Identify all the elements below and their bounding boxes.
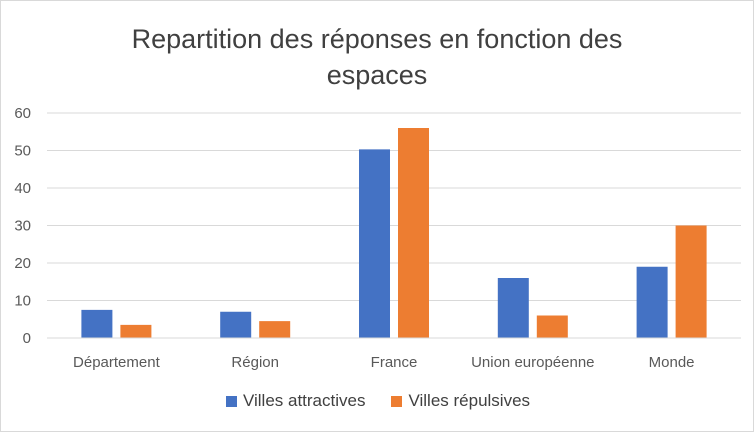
legend-swatch-series-1 xyxy=(225,395,237,407)
y-tick-label: 10 xyxy=(14,293,31,310)
y-tick-label: 0 xyxy=(23,330,31,347)
bar-series-2 xyxy=(120,324,152,338)
y-tick-label: 30 xyxy=(14,218,31,235)
bar-series-2 xyxy=(398,128,429,338)
bar-series-1 xyxy=(497,278,529,338)
bar-series-1 xyxy=(359,149,390,338)
gridlines xyxy=(47,112,741,301)
x-tick-label: Monde xyxy=(649,354,695,371)
y-tick-label: 60 xyxy=(14,105,31,122)
bars xyxy=(81,128,707,338)
y-tick-label: 20 xyxy=(14,255,31,272)
bar-series-2 xyxy=(536,315,568,338)
legend-label-series-1: Villes attractives xyxy=(242,391,366,410)
legend: Villes attractives Villes répulsives xyxy=(1,391,754,411)
x-tick-label: Union européenne xyxy=(471,354,594,371)
bar-series-1 xyxy=(220,311,252,338)
chart-title: Repartition des réponses en fonction des… xyxy=(131,24,623,90)
x-tick-label: France xyxy=(371,354,418,371)
y-tick-label: 50 xyxy=(14,143,31,160)
x-axis-labels: Département Région France Union européenne M… xyxy=(73,354,694,371)
y-tick-label: 40 xyxy=(14,180,31,197)
bar-series-1 xyxy=(636,266,668,338)
legend-swatch-series-2 xyxy=(391,395,403,407)
legend-item-series-2: Villes répulsives xyxy=(391,391,530,411)
legend-item-series-1: Villes attractives xyxy=(225,391,366,411)
legend-label-series-2: Villes répulsives xyxy=(408,391,531,410)
x-tick-label: Région xyxy=(231,354,279,371)
bar-series-2 xyxy=(259,321,291,338)
bar-series-2 xyxy=(675,225,707,338)
x-tick-label: Département xyxy=(73,354,161,371)
y-axis-ticks: 0 10 20 30 40 50 60 xyxy=(14,105,31,347)
bar-series-1 xyxy=(81,309,113,338)
